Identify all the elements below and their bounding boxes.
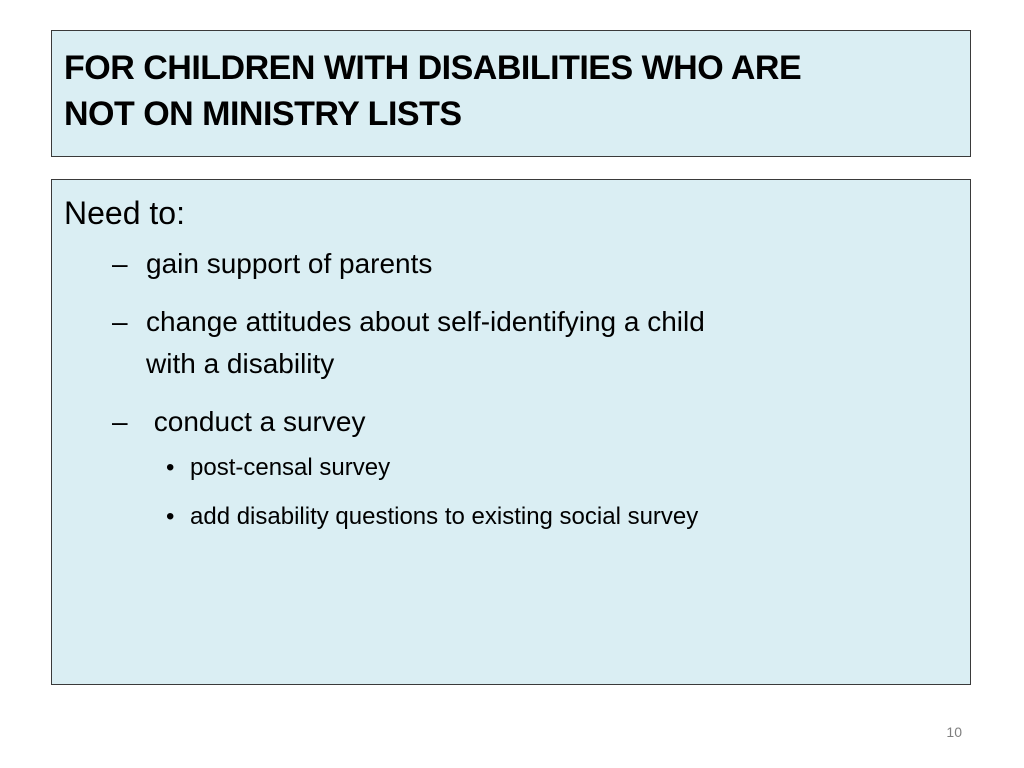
list-item-text: gain support of parents xyxy=(146,248,433,279)
lead-text: Need to: xyxy=(64,195,185,231)
level2-list: • post-censal survey • add disability qu… xyxy=(146,452,958,533)
list-item-change-attitudes: – change attitudes about self-identifyin… xyxy=(112,298,958,388)
list-item-text: conduct a survey xyxy=(146,406,366,437)
content-box: Need to: – gain support of parents – cha… xyxy=(51,179,971,685)
bullet-marker: • xyxy=(166,454,175,481)
sublist-item-add-questions: • add disability questions to existing s… xyxy=(162,501,958,533)
list-item-text-line-1: change attitudes about self-identifying … xyxy=(146,306,705,337)
slide-title: FOR CHILDREN WITH DISABILITIES WHO ARE N… xyxy=(64,45,958,137)
sublist-item-text: post-censal survey xyxy=(190,454,391,481)
sublist-item-post-censal: • post-censal survey xyxy=(162,452,958,484)
level1-list: – gain support of parents – change attit… xyxy=(64,240,958,533)
dash-marker: – xyxy=(112,406,128,437)
slide-title-line-1: FOR CHILDREN WITH DISABILITIES WHO ARE xyxy=(64,49,802,87)
list-item-gain-support: – gain support of parents xyxy=(112,240,958,288)
dash-marker: – xyxy=(112,306,128,337)
sublist-item-text: add disability questions to existing soc… xyxy=(190,503,699,530)
dash-marker: – xyxy=(112,248,128,279)
title-box: FOR CHILDREN WITH DISABILITIES WHO ARE N… xyxy=(51,30,971,157)
bullet-marker: • xyxy=(166,503,175,530)
list-item-text-line-2: with a disability xyxy=(146,348,335,379)
page-number: 10 xyxy=(946,724,962,740)
list-item-conduct-survey: – conduct a survey • post-censal survey … xyxy=(112,398,958,533)
slide-title-line-2: NOT ON MINISTRY LISTS xyxy=(64,95,462,133)
